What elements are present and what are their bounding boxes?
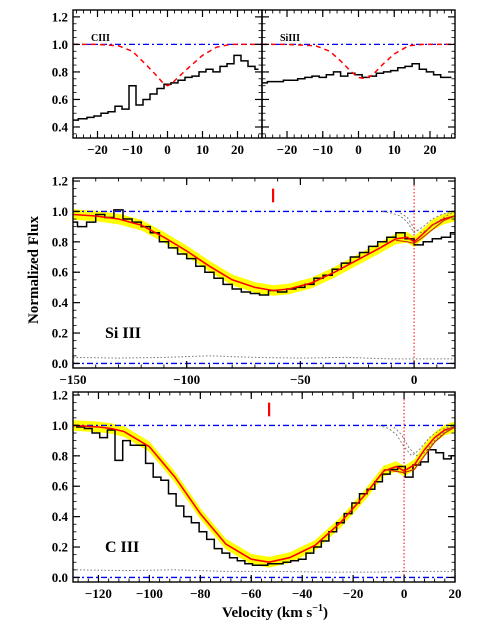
x-tick-label: −100	[136, 586, 163, 601]
ion-label: CIII	[91, 33, 110, 44]
x-tick-label: −80	[190, 586, 210, 601]
ion-label: C III	[105, 539, 139, 556]
plot-area	[73, 43, 262, 121]
x-tick-label: −10	[122, 142, 142, 157]
y-tick-label: 0.4	[52, 295, 69, 310]
y-tick-label: 0.8	[52, 448, 69, 463]
x-tick-label: −100	[173, 372, 200, 387]
x-tick-label: −50	[290, 372, 310, 387]
model-fit-line	[73, 424, 455, 564]
x-tick-label: 0	[401, 586, 408, 601]
y-tick-label: 1.0	[52, 204, 68, 219]
model-fit-alt-line	[383, 426, 455, 474]
ion-label: SiIII	[280, 33, 300, 44]
y-tick-label: 0.6	[52, 92, 69, 107]
x-tick-label: 20	[423, 142, 436, 157]
y-tick-label: 0.8	[52, 234, 69, 249]
panel-frame	[72, 177, 456, 369]
y-tick-label: 0.6	[52, 265, 69, 280]
x-tick-label: 0	[411, 372, 418, 387]
x-axis-label: Velocity (km s−1)	[222, 603, 328, 621]
panel-bottom-c-iii: −120 −100 −80 −60 −40 −20 0 20 0.0 0.2 0.4 0.6 0.8 1.…	[52, 388, 462, 601]
y-tick-label: 1.2	[52, 9, 68, 24]
x-tick-label: −150	[60, 372, 87, 387]
panel-middle-si-iii: −150 −100 −50 0 0.0 0.2 0.4 0.6 0.8 1.0 1.2 Si III	[52, 174, 456, 387]
panel-top-left-ciii: −20 −10 0 10 20 0.4 0.6 0.8 1.0 1.2 CIII	[52, 9, 263, 157]
model-fit-alt-line	[395, 215, 455, 245]
x-tick-label: 0	[355, 142, 362, 157]
component-profile	[400, 210, 455, 234]
model-profile-dashed	[73, 43, 262, 87]
component-profile	[378, 424, 455, 457]
observed-flux-step	[73, 209, 455, 296]
x-tick-label: −10	[313, 142, 333, 157]
y-tick-label: 0.4	[52, 509, 69, 524]
y-tick-label: 1.2	[52, 388, 68, 403]
x-axis-label-main: Velocity (km s	[222, 605, 312, 621]
x-tick-label: −20	[87, 142, 107, 157]
observed-flux-step	[262, 62, 452, 84]
x-axis-label-sup: −1	[312, 603, 323, 614]
observed-flux-step	[73, 54, 259, 121]
error-spectrum	[73, 355, 455, 360]
component-profile	[393, 425, 455, 457]
y-tick-label: 0.2	[52, 326, 68, 341]
model-fit-line	[73, 213, 455, 292]
y-tick-label: 1.0	[52, 37, 68, 52]
x-tick-label: 10	[388, 142, 401, 157]
panel-top-right-siiii: −20 −10 0 10 20 SiIII	[261, 9, 456, 157]
plot-area	[73, 178, 455, 368]
x-tick-label: −40	[292, 586, 312, 601]
y-tick-label: 0.0	[52, 570, 68, 585]
ion-label: Si III	[105, 325, 141, 342]
x-tick-label: −20	[343, 586, 363, 601]
model-profile-dashed	[262, 43, 455, 80]
y-tick-label: 0.6	[52, 479, 69, 494]
x-tick-label: 20	[231, 142, 244, 157]
x-axis-label-close: )	[323, 605, 328, 621]
y-tick-label: 0.4	[52, 119, 69, 134]
y-axis-label: Normalized Flux	[26, 216, 42, 324]
panel-frame	[72, 391, 456, 583]
y-tick-label: 0.8	[52, 64, 69, 79]
y-tick-label: 1.0	[52, 418, 68, 433]
observed-flux-step	[73, 424, 455, 567]
x-tick-label: −20	[277, 142, 297, 157]
panel-frame	[72, 9, 263, 139]
x-tick-label: 10	[196, 142, 209, 157]
x-tick-label: 0	[164, 142, 171, 157]
x-tick-label: −60	[241, 586, 261, 601]
y-tick-label: 1.2	[52, 174, 68, 189]
x-tick-label: −120	[85, 586, 112, 601]
error-spectrum	[73, 569, 455, 573]
plot-area	[73, 392, 455, 582]
y-tick-label: 0.0	[52, 356, 68, 371]
plot-area	[262, 43, 455, 84]
component-profile	[382, 210, 455, 234]
y-tick-label: 0.2	[52, 540, 68, 555]
x-tick-label: 20	[449, 586, 462, 601]
